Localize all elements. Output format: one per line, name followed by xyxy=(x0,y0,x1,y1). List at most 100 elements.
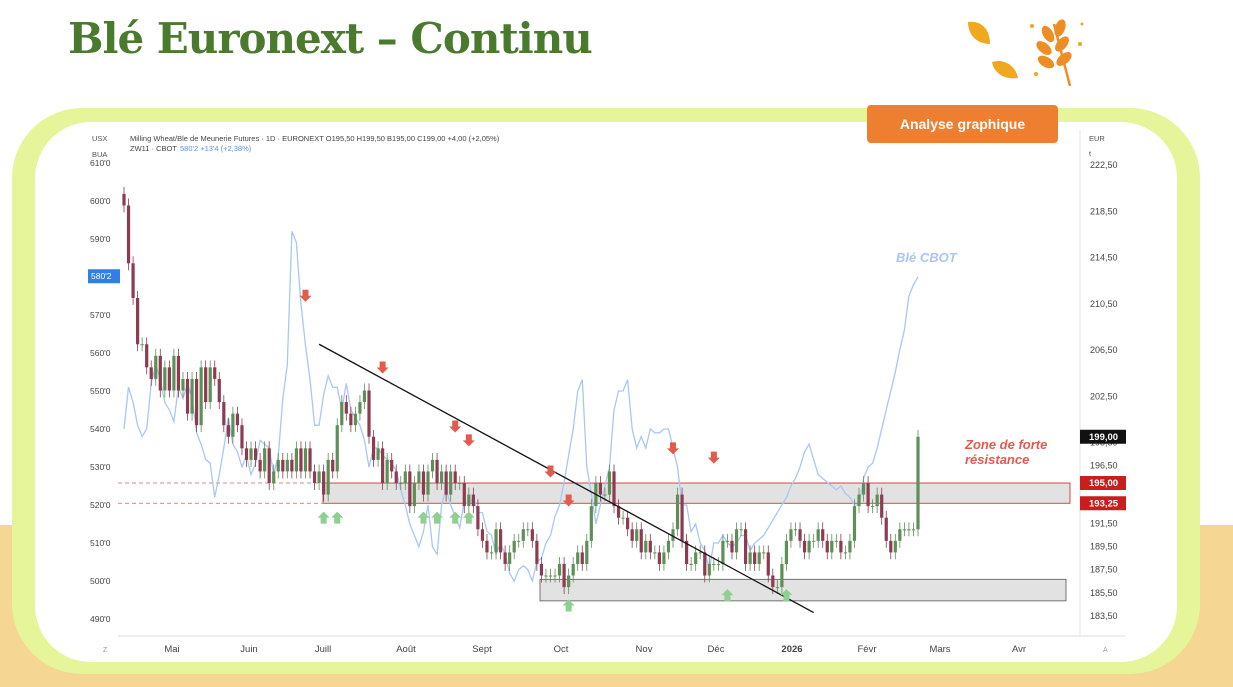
candle-body xyxy=(471,494,475,507)
candle-body xyxy=(249,448,253,460)
candle-body xyxy=(753,552,757,564)
right-axis-tick: 222,50 xyxy=(1090,160,1118,170)
resistance-bottom-label: 193,25 xyxy=(1089,498,1119,509)
candle-body xyxy=(399,483,403,485)
resistance-annotation-line2: résistance xyxy=(965,452,1029,467)
candle-body xyxy=(621,517,625,519)
candle-body xyxy=(780,563,784,588)
resistance-top-tag xyxy=(1080,476,1126,491)
candle-body xyxy=(603,494,607,496)
left-axis-unit-bottom: BUA xyxy=(92,150,107,159)
candle-body xyxy=(181,378,185,391)
candle-body xyxy=(394,471,398,484)
candle-body xyxy=(571,563,575,576)
candle-body xyxy=(335,425,339,472)
candle-body xyxy=(848,540,852,553)
candle-body xyxy=(598,483,602,495)
right-axis-tick: 214,50 xyxy=(1090,253,1118,263)
candle-body xyxy=(340,402,344,426)
candle-body xyxy=(871,506,875,508)
resistance-arrow-down xyxy=(544,465,557,478)
candle-body xyxy=(530,529,534,541)
candle-body xyxy=(426,471,430,495)
candle-body xyxy=(712,563,716,565)
right-axis-unit-top: EUR xyxy=(1089,134,1105,143)
candle-body xyxy=(630,529,634,541)
support-arrow-up xyxy=(449,511,462,524)
candle-body xyxy=(331,459,335,472)
candle-body xyxy=(421,471,426,495)
candle-body xyxy=(326,459,330,495)
candle-body xyxy=(126,205,131,264)
left-axis-unit-top: USX xyxy=(92,134,107,143)
x-axis-tick: Mai xyxy=(164,644,179,655)
candle-body xyxy=(526,529,530,531)
right-axis-tick: 185,50 xyxy=(1090,588,1118,598)
candle-body xyxy=(644,540,648,553)
candle-body xyxy=(508,552,512,564)
legend-main: Milling Wheat/Ble de Meunerie Futures · … xyxy=(130,134,500,143)
candle-body xyxy=(884,517,888,541)
last-price-tag xyxy=(1080,429,1126,444)
right-axis-tick: 202,50 xyxy=(1090,391,1118,401)
candle-body xyxy=(766,552,770,576)
candle-body xyxy=(381,448,385,484)
candle-body xyxy=(485,540,489,553)
resistance-arrow-down xyxy=(376,361,389,374)
candle-body xyxy=(190,378,194,414)
legend-secondary-name: ZW11 · CBOT xyxy=(130,144,177,153)
support-arrow-up xyxy=(331,511,344,524)
candle-body xyxy=(812,540,816,542)
candle-body xyxy=(376,448,380,460)
candle-body xyxy=(371,436,376,460)
candle-body xyxy=(240,425,244,449)
candle-body xyxy=(267,448,271,484)
resistance-arrow-down xyxy=(299,289,312,302)
candle-body xyxy=(721,540,725,564)
candle-body xyxy=(902,529,906,531)
left-axis-tick: 560'0 xyxy=(90,348,111,358)
x-axis-tick: Oct xyxy=(554,644,569,655)
candle-body xyxy=(140,344,144,346)
candle-body xyxy=(567,575,571,588)
candle-body xyxy=(349,413,353,426)
candle-body xyxy=(889,540,893,553)
candle-body xyxy=(707,563,711,576)
candle-body xyxy=(589,506,593,541)
right-axis-tick: 206,50 xyxy=(1090,345,1118,355)
candle-body xyxy=(204,367,208,403)
candle-body xyxy=(675,494,680,530)
candle-body xyxy=(576,552,580,564)
resistance-arrow-down xyxy=(666,442,679,455)
candle-body xyxy=(403,471,407,484)
candle-body xyxy=(839,540,843,553)
candle-body xyxy=(281,459,285,472)
candle-body xyxy=(807,540,811,553)
candle-body xyxy=(417,471,421,484)
resistance-arrow-down xyxy=(562,494,575,507)
candle-body xyxy=(830,540,834,553)
right-axis-tick: 187,50 xyxy=(1090,565,1118,575)
candle-body xyxy=(694,552,698,564)
support-arrow-up xyxy=(721,589,734,602)
right-axis-tick: 196,50 xyxy=(1090,461,1118,471)
candle-body xyxy=(453,471,457,484)
candle-body xyxy=(122,193,126,206)
candle-body xyxy=(671,529,675,541)
candle-body xyxy=(616,506,621,518)
candle-body xyxy=(857,494,861,507)
support-zone xyxy=(539,578,1067,602)
candle-body xyxy=(367,390,371,437)
left-axis-tick: 570'0 xyxy=(90,310,111,320)
candle-body xyxy=(285,459,289,472)
candle-body xyxy=(435,459,439,484)
candle-body xyxy=(898,529,902,541)
support-arrow-up xyxy=(780,589,793,602)
candle-body xyxy=(226,425,230,437)
candle-body xyxy=(172,355,176,391)
candle-body xyxy=(875,494,879,507)
candle-body xyxy=(231,413,235,437)
candle-body xyxy=(276,459,280,472)
candle-body xyxy=(517,540,521,542)
